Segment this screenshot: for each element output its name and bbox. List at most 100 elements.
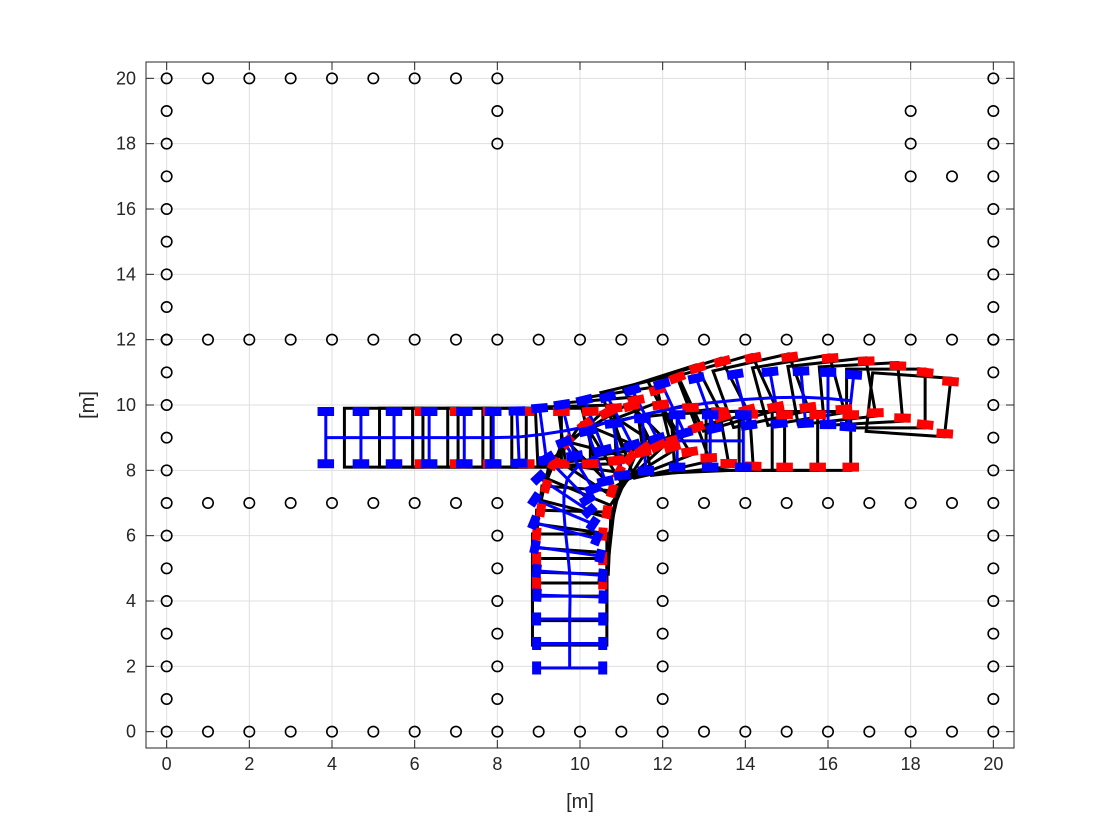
obstacle-marker bbox=[367, 333, 380, 346]
obstacle-marker bbox=[945, 496, 958, 509]
obstacle-marker bbox=[160, 203, 173, 216]
front-wheel bbox=[766, 400, 785, 413]
obstacle-marker bbox=[284, 496, 297, 509]
rear-wheel bbox=[637, 465, 655, 476]
obstacle-marker bbox=[160, 529, 173, 542]
rear-wheel bbox=[623, 438, 642, 452]
rear-wheel bbox=[530, 469, 547, 486]
obstacle-marker bbox=[987, 366, 1000, 379]
front-wheel bbox=[531, 527, 542, 541]
rear-wheel bbox=[604, 418, 622, 429]
obstacle-marker bbox=[243, 333, 256, 346]
obstacle-marker bbox=[739, 725, 752, 738]
obstacle-marker bbox=[532, 333, 545, 346]
obstacle-marker bbox=[656, 594, 669, 607]
axle-path bbox=[517, 432, 544, 439]
y-tick-label: 6 bbox=[126, 526, 136, 546]
y-tick-label: 20 bbox=[116, 68, 136, 88]
obstacle-marker bbox=[367, 496, 380, 509]
obstacle-marker bbox=[449, 725, 462, 738]
obstacle-marker bbox=[987, 562, 1000, 575]
axle-path bbox=[562, 478, 569, 495]
rear-wheel bbox=[598, 389, 617, 404]
front-wheel bbox=[663, 440, 682, 454]
obstacle-marker bbox=[987, 692, 1000, 705]
rear-wheel bbox=[797, 418, 815, 429]
rear-wheel bbox=[585, 515, 601, 533]
obstacle-marker bbox=[325, 725, 338, 738]
front-wheel bbox=[649, 438, 668, 454]
obstacle-marker bbox=[987, 203, 1000, 216]
y-tick-label: 8 bbox=[126, 460, 136, 480]
rear-wheel bbox=[555, 435, 574, 450]
obstacle-marker bbox=[408, 72, 421, 85]
obstacle-marker bbox=[160, 627, 173, 640]
axis-ticks: 0 2 4 6 8 10 12 14 16 18 20 0 2 4 6 8 10 12 14 16 18 20 bbox=[116, 62, 1014, 774]
axle-path bbox=[542, 428, 569, 436]
y-tick-label: 12 bbox=[116, 330, 136, 350]
obstacle-marker bbox=[202, 72, 215, 85]
obstacle-marker bbox=[160, 137, 173, 150]
x-tick-label: 12 bbox=[653, 754, 673, 774]
front-wheel bbox=[622, 399, 641, 413]
axle-path bbox=[493, 435, 519, 440]
obstacle-marker bbox=[160, 333, 173, 346]
obstacle-marker bbox=[160, 660, 173, 673]
x-axis-label: [m] bbox=[566, 791, 594, 813]
rear-wheel bbox=[530, 403, 549, 414]
obstacle-marker bbox=[202, 333, 215, 346]
front-wheel bbox=[668, 370, 687, 385]
obstacle-marker bbox=[821, 496, 834, 509]
obstacle-marker bbox=[615, 725, 628, 738]
rear-wheel bbox=[590, 530, 604, 547]
y-tick-label: 0 bbox=[126, 722, 136, 742]
x-tick-label: 6 bbox=[410, 754, 420, 774]
rear-wheel bbox=[613, 469, 631, 481]
rear-wheel bbox=[596, 475, 615, 488]
front-wheel bbox=[605, 483, 619, 499]
axle-path bbox=[827, 396, 852, 403]
obstacle-marker bbox=[367, 725, 380, 738]
obstacle-marker bbox=[987, 333, 1000, 346]
front-wheel bbox=[581, 406, 599, 417]
rear-wheel bbox=[633, 413, 651, 424]
obstacle-marker bbox=[904, 333, 917, 346]
front-wheel bbox=[916, 419, 934, 430]
rear-wheel bbox=[687, 371, 706, 385]
obstacle-marker bbox=[243, 725, 256, 738]
obstacle-marker bbox=[367, 72, 380, 85]
front-wheel bbox=[576, 416, 594, 433]
obstacle-marker bbox=[656, 660, 669, 673]
front-wheel bbox=[780, 351, 799, 363]
obstacle-marker bbox=[987, 268, 1000, 281]
obstacle-marker bbox=[987, 725, 1000, 738]
rear-wheel bbox=[532, 588, 542, 602]
obstacle-marker bbox=[987, 105, 1000, 118]
rear-wheel bbox=[597, 568, 608, 583]
obstacle-marker bbox=[697, 496, 710, 509]
front-wheel bbox=[936, 428, 954, 439]
x-tick-label: 0 bbox=[162, 754, 172, 774]
obstacle-marker bbox=[656, 333, 669, 346]
front-wheel bbox=[889, 361, 907, 371]
obstacle-marker bbox=[491, 594, 504, 607]
rear-wheel bbox=[580, 502, 598, 520]
rear-wheel bbox=[527, 514, 541, 531]
obstacle-marker bbox=[491, 496, 504, 509]
obstacle-marker bbox=[904, 170, 917, 183]
obstacle-marker bbox=[987, 464, 1000, 477]
rear-wheel bbox=[598, 590, 608, 604]
rear-wheel bbox=[527, 491, 543, 508]
obstacle-marker bbox=[945, 170, 958, 183]
front-wheel bbox=[634, 440, 653, 458]
obstacle-marker bbox=[408, 725, 421, 738]
obstacle-marker bbox=[449, 496, 462, 509]
obstacle-marker bbox=[449, 72, 462, 85]
obstacle-marker bbox=[449, 333, 462, 346]
obstacle-marker bbox=[243, 72, 256, 85]
obstacle-marker bbox=[325, 72, 338, 85]
obstacle-marker bbox=[987, 398, 1000, 411]
obstacle-marker bbox=[945, 725, 958, 738]
obstacle-marker bbox=[904, 105, 917, 118]
front-wheel bbox=[598, 404, 617, 420]
